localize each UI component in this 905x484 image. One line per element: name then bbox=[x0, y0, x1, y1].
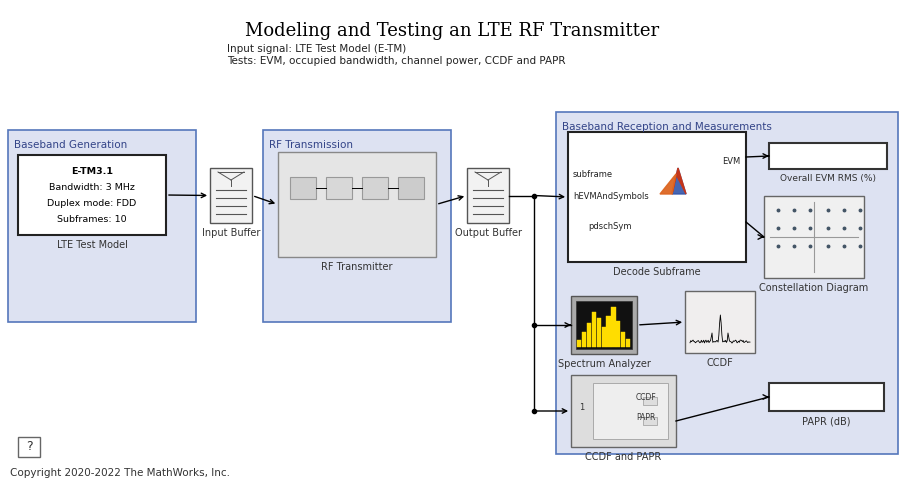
Bar bbox=[602, 327, 605, 347]
Polygon shape bbox=[672, 168, 686, 194]
Text: Constellation Diagram: Constellation Diagram bbox=[759, 283, 869, 293]
Bar bbox=[290, 177, 316, 199]
Text: Modeling and Testing an LTE RF Transmitter: Modeling and Testing an LTE RF Transmitt… bbox=[245, 22, 659, 40]
Bar bbox=[582, 332, 586, 347]
Text: subframe: subframe bbox=[573, 170, 613, 179]
Text: Baseband Generation: Baseband Generation bbox=[14, 140, 128, 150]
Bar bbox=[568, 132, 746, 262]
Bar bbox=[467, 168, 509, 223]
Bar bbox=[398, 177, 424, 199]
Text: Copyright 2020-2022 The MathWorks, Inc.: Copyright 2020-2022 The MathWorks, Inc. bbox=[10, 468, 230, 478]
Text: Duplex mode: FDD: Duplex mode: FDD bbox=[47, 199, 137, 208]
Polygon shape bbox=[660, 174, 676, 194]
Bar bbox=[643, 417, 657, 425]
Text: hEVMAndSymbols: hEVMAndSymbols bbox=[573, 192, 649, 201]
Bar bbox=[18, 437, 40, 457]
Bar bbox=[210, 168, 252, 223]
Bar bbox=[593, 383, 668, 439]
Text: Tests: EVM, occupied bandwidth, channel power, CCDF and PAPR: Tests: EVM, occupied bandwidth, channel … bbox=[227, 56, 566, 66]
Text: Input signal: LTE Test Model (E-TM): Input signal: LTE Test Model (E-TM) bbox=[227, 44, 406, 54]
Bar bbox=[8, 130, 196, 322]
Text: 1: 1 bbox=[579, 403, 585, 412]
Bar bbox=[769, 143, 887, 169]
Bar bbox=[571, 296, 637, 354]
Bar bbox=[621, 332, 625, 347]
Bar bbox=[685, 291, 755, 353]
Bar bbox=[616, 320, 621, 347]
Text: Bandwidth: 3 MHz: Bandwidth: 3 MHz bbox=[49, 183, 135, 192]
Text: Decode Subframe: Decode Subframe bbox=[614, 267, 700, 277]
Bar bbox=[643, 397, 657, 405]
Text: CCDF and PAPR: CCDF and PAPR bbox=[586, 452, 662, 462]
Text: EVM: EVM bbox=[722, 157, 740, 166]
Bar bbox=[576, 301, 632, 349]
Bar bbox=[556, 112, 898, 454]
Text: ?: ? bbox=[25, 440, 33, 454]
Bar bbox=[612, 307, 615, 347]
Bar bbox=[362, 177, 388, 199]
Bar bbox=[571, 375, 676, 447]
Text: CCDF: CCDF bbox=[635, 393, 656, 402]
Text: RF Transmission: RF Transmission bbox=[269, 140, 353, 150]
Bar bbox=[263, 130, 451, 322]
Bar bbox=[586, 323, 591, 347]
Bar bbox=[764, 196, 864, 278]
Text: Overall EVM RMS (%): Overall EVM RMS (%) bbox=[780, 174, 876, 183]
Text: Input Buffer: Input Buffer bbox=[202, 228, 261, 238]
Text: E-TM3.1: E-TM3.1 bbox=[71, 167, 113, 176]
Text: LTE Test Model: LTE Test Model bbox=[57, 240, 128, 250]
Text: CCDF: CCDF bbox=[707, 358, 733, 368]
Text: Spectrum Analyzer: Spectrum Analyzer bbox=[557, 359, 651, 369]
Bar bbox=[326, 177, 352, 199]
Text: PAPR (dB): PAPR (dB) bbox=[802, 416, 851, 426]
Bar bbox=[606, 316, 611, 347]
Text: RF Transmitter: RF Transmitter bbox=[321, 262, 393, 272]
Bar bbox=[626, 339, 630, 347]
Text: Baseband Reception and Measurements: Baseband Reception and Measurements bbox=[562, 122, 772, 132]
Bar bbox=[18, 155, 166, 235]
Text: pdschSym: pdschSym bbox=[588, 222, 632, 231]
Bar bbox=[278, 152, 436, 257]
Bar bbox=[769, 383, 884, 411]
Text: Output Buffer: Output Buffer bbox=[454, 228, 521, 238]
Bar bbox=[577, 340, 581, 347]
Text: Subframes: 10: Subframes: 10 bbox=[57, 215, 127, 224]
Bar bbox=[592, 312, 595, 347]
Polygon shape bbox=[672, 168, 686, 194]
Text: PAPR: PAPR bbox=[636, 413, 656, 422]
Bar bbox=[596, 318, 601, 347]
